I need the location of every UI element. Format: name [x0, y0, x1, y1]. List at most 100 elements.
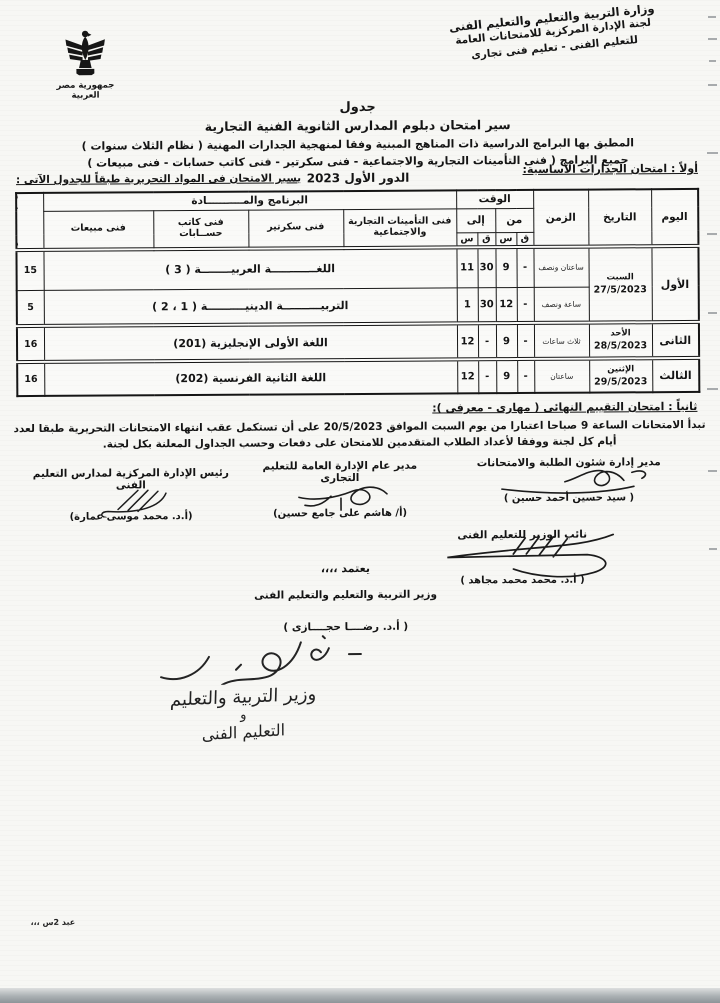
cell-from-minutes: - — [516, 286, 534, 324]
cell-from-minutes: - — [517, 358, 535, 394]
cell-duration: ساعتان — [534, 358, 590, 393]
col-header-form-number: رقم الاستمارة — [16, 192, 44, 251]
footer-note: عبد 2س ،،، — [30, 917, 76, 928]
signature-scribble — [447, 533, 615, 578]
scan-artifact — [708, 84, 717, 86]
emblem-caption: جمهورية مصر العربية — [56, 80, 115, 101]
cell-date: الإثنين 29/5/2023 — [589, 358, 653, 393]
section1-heading: أولاً : امتحان الجدارات الأساسية: — [522, 161, 699, 177]
cell-form-number: 16 — [17, 361, 45, 397]
scan-artifact — [708, 312, 717, 314]
section2-heading: ثانياً : امتحان التقييم النهائى ( مهارى … — [432, 399, 698, 415]
cell-form-number: 16 — [16, 325, 45, 363]
subheader-from-hours: س — [495, 232, 517, 248]
scan-artifact — [709, 60, 716, 62]
scan-artifact — [709, 548, 717, 550]
cell-date-number: 27/5/2023 — [593, 284, 647, 296]
scan-artifact — [707, 152, 718, 154]
scan-artifact — [707, 388, 718, 390]
signature-scribble — [298, 486, 388, 511]
cell-weekday: الإثنين — [607, 364, 635, 375]
cell-to-hours: 1 — [456, 287, 478, 324]
cell-day: الأول — [651, 245, 699, 323]
col-header-time: الوقت — [456, 189, 534, 209]
table-row: الثالث الإثنين 29/5/2023 ساعتان - 9 - 12… — [17, 357, 700, 397]
cell-duration: ساعتان ونصف — [533, 246, 589, 287]
cell-date: السبت 27/5/2023 — [588, 246, 652, 323]
section2-body: تبدأ الامتحانات الساعة 9 صباحا اعتبارا م… — [13, 418, 706, 451]
letterhead: وزارة التربية والتعليم والتعليم الفنى لج… — [402, 0, 705, 68]
scan-artifact — [708, 470, 717, 472]
cell-to-minutes: 30 — [477, 247, 496, 288]
cell-from-hours: 9 — [495, 323, 518, 360]
cell-subject: اللغة الأولى الإنجليزية (201) — [43, 323, 458, 362]
cell-to-hours: 12 — [457, 359, 479, 394]
cell-subject: التربيــــــــــة الدينيــــــــــة ( 1 … — [43, 287, 457, 326]
cell-to-minutes: - — [478, 359, 497, 394]
subheader-to-hours: س — [456, 232, 478, 248]
cell-to-hours: 12 — [456, 323, 479, 360]
cell-from-hours: 12 — [495, 287, 517, 324]
signatory-name: (أ.د. محمد موسى عمارة) — [69, 511, 193, 523]
col-header-from: من — [495, 207, 534, 233]
table-row: الأول السبت 27/5/2023 ساعتان ونصف - 9 30… — [16, 245, 699, 323]
col-header-day: اليوم — [651, 188, 699, 247]
cell-duration: ثلاث ساعات — [533, 322, 590, 359]
section1-note: يسير الامتحان فى المواد التحريرية طبقاً … — [15, 172, 302, 187]
scan-artifact — [708, 16, 716, 18]
col-header-duration: الزمن — [533, 189, 589, 247]
cell-from-minutes: - — [516, 322, 535, 360]
cell-date-number: 28/5/2023 — [593, 340, 648, 352]
col-header-to: إلى — [456, 208, 496, 233]
cell-form-number: 15 — [16, 249, 44, 291]
cell-to-hours: 11 — [456, 247, 478, 288]
col-header-date: التاريخ — [588, 189, 652, 247]
cell-to-minutes: 30 — [477, 287, 496, 324]
col-header-program-insurance: فنى التأمينات التجارية والاجتماعية — [343, 208, 457, 249]
col-header-program-secretary: فنى سكرتير — [248, 209, 344, 249]
doc-title-word: جدول — [339, 99, 376, 116]
signatory-title: رئيس الإدارة المركزية لمدارس التعليم الف… — [32, 466, 229, 492]
subheader-from-minutes: ق — [516, 231, 534, 248]
signatory-title: مدير إدارة شئون الطلبة والامتحانات — [476, 456, 661, 470]
signature-block-students-affairs: مدير إدارة شئون الطلبة والامتحانات ( سيد… — [430, 456, 708, 505]
national-emblem: جمهورية مصر العربية — [49, 27, 121, 101]
cell-date-number: 29/5/2023 — [594, 375, 648, 388]
doc-title-main: سير امتحان دبلوم المدارس الثانوية الفنية… — [204, 117, 511, 134]
signatory-name: (أ/ هاشم على جامع حسين) — [273, 507, 408, 520]
signature-block-central-admin: رئيس الإدارة المركزية لمدارس التعليم الف… — [22, 467, 240, 523]
cell-subject: اللغــــــــــــة العربيــــــــة ( 3 ) — [43, 247, 457, 290]
scan-artifact — [708, 38, 717, 40]
cell-subject: اللغة الثانية الفرنسية (202) — [44, 359, 458, 396]
cell-from-hours: 9 — [495, 247, 517, 288]
table-row: الثانى الأحد 28/5/2023 ثلاث ساعات - 9 - … — [16, 321, 700, 363]
cell-form-number: 5 — [16, 289, 44, 327]
col-header-program-sales: فنى مبيعات — [43, 210, 154, 250]
cell-duration: ساعة ونصف — [533, 286, 589, 323]
cell-weekday: الأحد — [610, 328, 631, 339]
signatory-title: مدير عام الإدارة العامة للتعليم التجارى — [262, 459, 418, 485]
subheader-to-minutes: ق — [477, 232, 496, 248]
scan-bottom-strip — [0, 988, 720, 1003]
cell-day: الثالث — [652, 357, 700, 393]
doc-title-sub1: المطبق بها البرامج الدراسية ذات المناهج … — [81, 136, 635, 153]
minister-title: وزير التربية والتعليم والتعليم الفنى — [254, 588, 438, 602]
col-header-program-accounts-clerk: فنى كاتب حســابات — [153, 209, 249, 250]
minister-signature-scribble — [160, 635, 362, 686]
cell-from-hours: 9 — [496, 359, 518, 394]
signature-block-commercial-education: مدير عام الإدارة العامة للتعليم التجارى … — [242, 460, 438, 520]
signature-scribble — [101, 489, 167, 518]
scan-artifact — [707, 233, 717, 235]
section1-row: أولاً : امتحان الجدارات الأساسية: يسير ا… — [16, 162, 698, 186]
cell-weekday: السبت — [606, 272, 634, 283]
egypt-eagle-icon — [65, 30, 105, 76]
signature-block-deputy-minister: نائب الوزير للتعليم الفنى ( أ.د. محمد مح… — [402, 528, 642, 586]
cell-to-minutes: - — [477, 323, 497, 360]
signatory-name: ( سيد حسين أحمد حسين ) — [503, 492, 635, 505]
cell-day: الثانى — [651, 321, 700, 359]
approval-word: يعتمد ،،،، — [320, 561, 370, 576]
cell-date: الأحد 28/5/2023 — [588, 322, 653, 359]
handwritten-signature-area: وزير التربية والتعليم و التعليم الفنى — [93, 628, 394, 744]
